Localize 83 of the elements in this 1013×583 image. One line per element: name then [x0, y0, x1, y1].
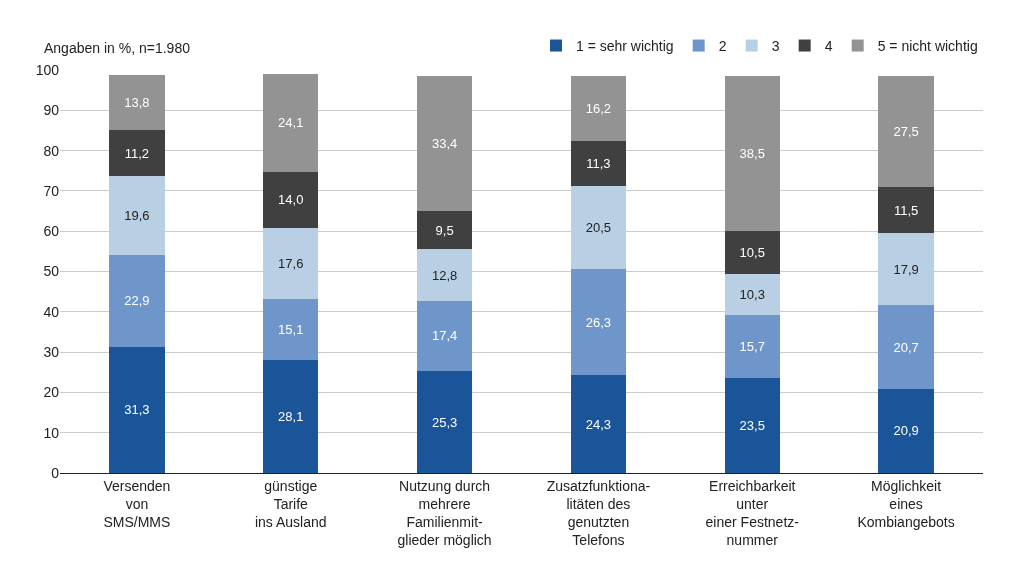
- y-tick-label: 60: [43, 223, 60, 240]
- data-label: 10,5: [739, 244, 765, 260]
- x-tick-label: Nutzung durch mehrere Familienmit- glieder möglich: [397, 477, 492, 549]
- data-label: 31,3: [124, 402, 150, 418]
- legend-label: 1 = sehr wichtig: [576, 38, 674, 54]
- x-tick-label: Möglichkeit eines Kombiangebots: [857, 477, 955, 531]
- bar: [109, 254, 165, 347]
- x-tick-label: Zusatzfunktiona- litäten des genutzten Telefons: [546, 477, 651, 549]
- data-label: 15,7: [739, 339, 765, 355]
- bar: [570, 186, 627, 270]
- data-label: 19,6: [124, 207, 150, 223]
- data-label: 24,3: [585, 416, 612, 432]
- bar: [109, 346, 165, 473]
- bar: [878, 305, 934, 389]
- y-tick-label: 30: [43, 344, 60, 360]
- bar: [724, 273, 780, 316]
- bar: [724, 315, 780, 379]
- data-label: 13,8: [124, 95, 150, 111]
- x-tick-label: günstige Tarife ins Ausland: [254, 477, 327, 531]
- bar: [570, 75, 627, 141]
- data-label: 17,9: [893, 261, 919, 277]
- bar: [263, 298, 319, 360]
- bar: [416, 300, 473, 372]
- data-label: 20,7: [893, 339, 919, 355]
- data-label: 23,5: [739, 418, 765, 434]
- data-label: 17,6: [278, 255, 304, 271]
- data-label: 17,4: [431, 328, 458, 344]
- legend-label: 3: [771, 38, 780, 54]
- data-label: 28,1: [278, 408, 304, 424]
- bar: [570, 269, 627, 376]
- data-label: 38,5: [739, 146, 765, 162]
- bar: [109, 74, 165, 131]
- legend-label: 2: [718, 38, 727, 54]
- data-label: 16,2: [585, 100, 612, 116]
- bar: [724, 231, 780, 274]
- bar: [724, 76, 780, 232]
- data-label: 27,5: [893, 123, 919, 139]
- y-tick-label: 10: [43, 424, 60, 441]
- bar: [263, 74, 319, 172]
- bar: [878, 388, 934, 473]
- data-label: 22,9: [124, 293, 150, 309]
- data-label: 24,1: [278, 115, 304, 131]
- bar: [416, 371, 473, 473]
- y-tick-label: 100: [35, 61, 60, 78]
- data-label: 11,5: [893, 202, 919, 218]
- bar: [724, 378, 780, 473]
- bar: [570, 140, 627, 187]
- data-label: 25,3: [431, 414, 458, 430]
- bar: [109, 175, 165, 255]
- y-tick-label: 40: [43, 303, 60, 320]
- data-label: 20,5: [585, 220, 612, 236]
- y-tick-label: 50: [43, 263, 60, 280]
- bar: [263, 359, 319, 473]
- bar: [263, 171, 319, 228]
- data-label: 20,9: [893, 423, 919, 439]
- bar: [416, 76, 473, 212]
- bar: [416, 249, 473, 301]
- y-tick-label: 0: [51, 464, 60, 481]
- x-tick-label: Versenden von SMS/MMS: [103, 477, 171, 531]
- bar: [878, 233, 934, 306]
- bar: [878, 76, 934, 187]
- y-tick-label: 80: [43, 142, 60, 159]
- legend-label: 4: [824, 38, 833, 54]
- data-label: 10,3: [739, 286, 765, 302]
- data-label: 9,5: [435, 222, 454, 238]
- data-label: 26,3: [585, 314, 612, 330]
- y-tick-label: 70: [43, 182, 60, 199]
- bar: [416, 211, 473, 250]
- bar: [263, 227, 319, 299]
- data-label: 12,8: [431, 267, 458, 283]
- text: Angaben in %, n=1.980: [44, 40, 191, 56]
- bar: [109, 130, 165, 176]
- data-label: 14,0: [278, 192, 304, 208]
- data-label: 11,2: [124, 145, 150, 161]
- y-tick-label: 90: [43, 102, 60, 119]
- data-label: 11,3: [586, 156, 611, 172]
- y-tick-label: 20: [43, 384, 60, 401]
- x-tick-label: Erreichbarkeit unter einer Festnetz- nummer: [705, 477, 800, 549]
- data-label: 33,4: [431, 136, 458, 152]
- bar: [570, 375, 627, 473]
- data-label: 15,1: [278, 321, 304, 337]
- legend-label: 5 = nicht wichtig: [877, 38, 978, 54]
- bar: [878, 186, 934, 234]
